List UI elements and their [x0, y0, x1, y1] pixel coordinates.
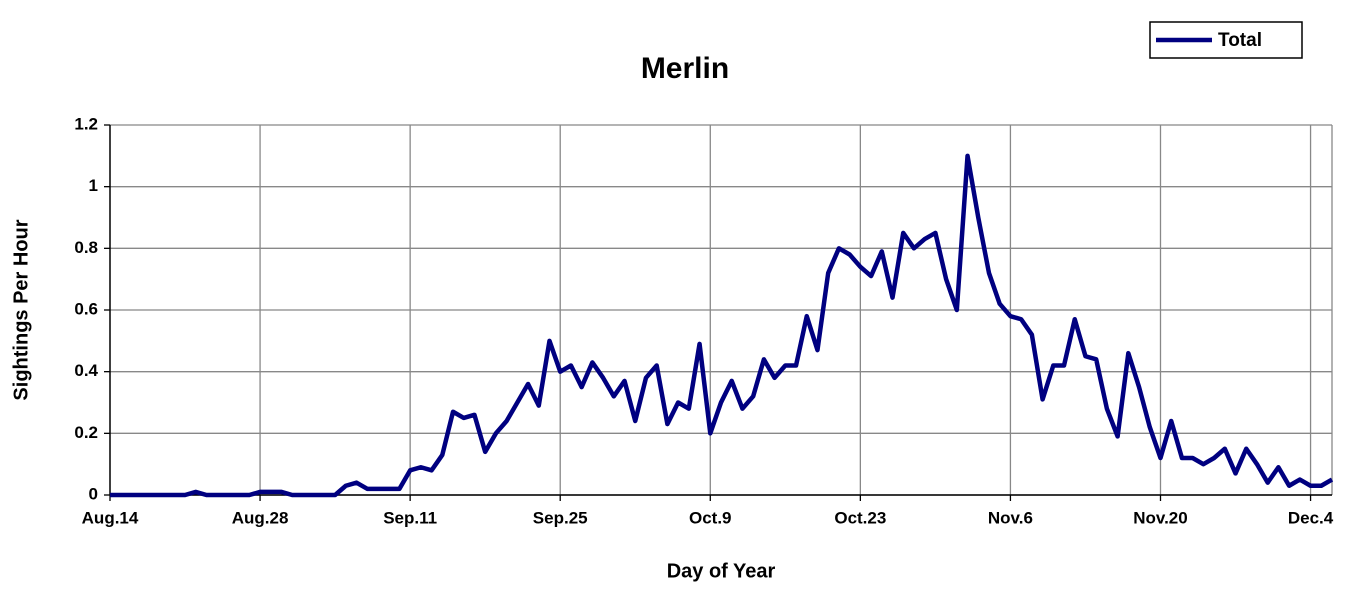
x-tick-label: Oct.9: [689, 508, 732, 527]
x-tick-label: Oct.23: [834, 508, 886, 527]
x-axis-label: Day of Year: [667, 560, 776, 582]
x-tick-label: Aug.28: [232, 508, 289, 527]
y-axis-label: Sightings Per Hour: [10, 219, 32, 400]
y-tick-label: 0.8: [74, 238, 98, 257]
legend-label: Total: [1218, 30, 1262, 51]
x-tick-label: Nov.20: [1133, 508, 1188, 527]
x-tick-label: Dec.4: [1288, 508, 1334, 527]
x-tick-label: Nov.6: [988, 508, 1033, 527]
y-tick-label: 1: [89, 176, 98, 195]
y-tick-label: 0.6: [74, 299, 98, 318]
y-tick-label: 0.2: [74, 423, 98, 442]
x-tick-label: Aug.14: [82, 508, 139, 527]
y-tick-label: 1.2: [74, 114, 98, 133]
y-tick-label: 0.4: [74, 361, 98, 380]
series-line: [110, 153, 1334, 498]
y-tick-label: 0: [89, 484, 98, 503]
x-tick-label: Sep.25: [533, 508, 588, 527]
chart-title: Merlin: [641, 52, 729, 85]
x-tick-label: Sep.11: [383, 508, 437, 527]
